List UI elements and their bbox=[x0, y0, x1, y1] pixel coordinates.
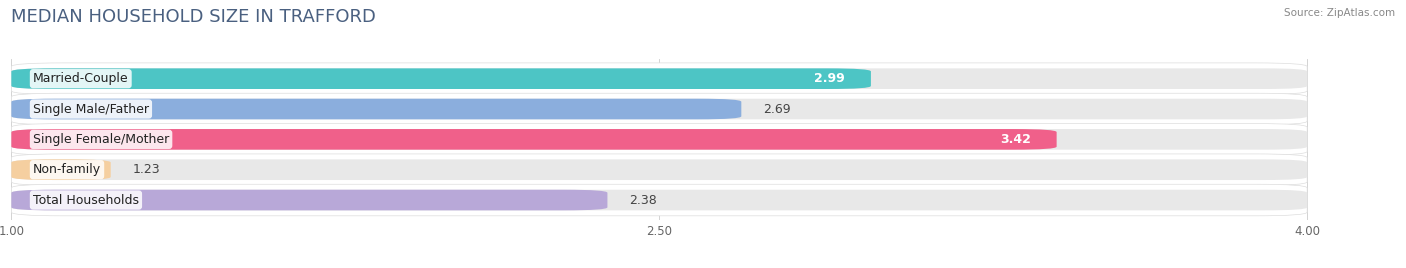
FancyBboxPatch shape bbox=[11, 129, 1308, 150]
FancyBboxPatch shape bbox=[11, 154, 1308, 185]
Text: 2.38: 2.38 bbox=[628, 193, 657, 207]
FancyBboxPatch shape bbox=[11, 190, 607, 210]
FancyBboxPatch shape bbox=[11, 99, 1308, 119]
Text: 2.69: 2.69 bbox=[763, 103, 790, 116]
FancyBboxPatch shape bbox=[11, 99, 741, 119]
Text: Non-family: Non-family bbox=[32, 163, 101, 176]
Text: Total Households: Total Households bbox=[32, 193, 139, 207]
Text: 2.99: 2.99 bbox=[814, 72, 845, 85]
Text: Married-Couple: Married-Couple bbox=[32, 72, 128, 85]
FancyBboxPatch shape bbox=[11, 190, 1308, 210]
Text: 3.42: 3.42 bbox=[1000, 133, 1031, 146]
FancyBboxPatch shape bbox=[11, 159, 1308, 180]
FancyBboxPatch shape bbox=[11, 184, 1308, 216]
FancyBboxPatch shape bbox=[11, 68, 1308, 89]
Text: MEDIAN HOUSEHOLD SIZE IN TRAFFORD: MEDIAN HOUSEHOLD SIZE IN TRAFFORD bbox=[11, 8, 377, 26]
FancyBboxPatch shape bbox=[11, 63, 1308, 94]
FancyBboxPatch shape bbox=[11, 159, 111, 180]
Text: Single Female/Mother: Single Female/Mother bbox=[32, 133, 169, 146]
FancyBboxPatch shape bbox=[11, 68, 870, 89]
FancyBboxPatch shape bbox=[11, 124, 1308, 155]
Text: 1.23: 1.23 bbox=[132, 163, 160, 176]
Text: Single Male/Father: Single Male/Father bbox=[32, 103, 149, 116]
Text: Source: ZipAtlas.com: Source: ZipAtlas.com bbox=[1284, 8, 1395, 18]
FancyBboxPatch shape bbox=[11, 93, 1308, 125]
FancyBboxPatch shape bbox=[11, 129, 1057, 150]
